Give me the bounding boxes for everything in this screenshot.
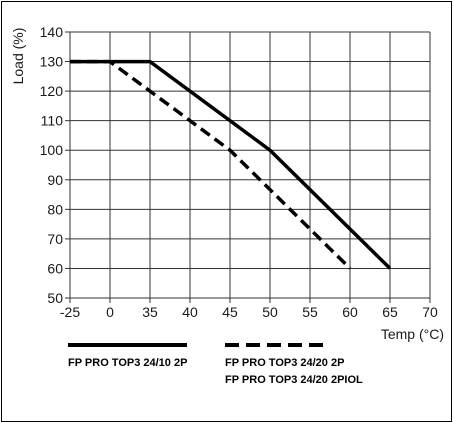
- legend-label-dashed-1: FP PRO TOP3 24/20 2P: [225, 357, 344, 369]
- axes: -25 0 35 40 45 50 55 60 65 70 50 60 70 80 90 100 110 120 1…: [40, 24, 438, 320]
- legend-label-solid: FP PRO TOP3 24/10 2P: [68, 357, 187, 369]
- legend-label-dashed-2: FP PRO TOP3 24/20 2PIOL: [225, 374, 363, 386]
- y-tick-label: 80: [47, 201, 63, 217]
- y-tick-label: 90: [47, 172, 63, 188]
- x-tick-label: 70: [422, 304, 438, 320]
- y-axis-title: Load (%): [10, 28, 26, 85]
- x-tick-label: 0: [106, 304, 114, 320]
- series-line-2: [70, 59, 352, 270]
- y-tick-label: 140: [40, 24, 64, 40]
- x-tick-label: 55: [302, 304, 318, 320]
- series: [70, 59, 392, 270]
- x-tick-label: 35: [142, 304, 158, 320]
- legend: FP PRO TOP3 24/10 2P FP PRO TOP3 24/20 2…: [68, 343, 363, 386]
- x-tick-label: 65: [382, 304, 398, 320]
- x-tick-label: 50: [262, 304, 278, 320]
- x-tick-label: -25: [60, 304, 80, 320]
- x-tick-label: 45: [222, 304, 238, 320]
- y-tick-label: 130: [40, 54, 64, 70]
- y-tick-label: 50: [47, 290, 63, 306]
- grid: [69, 31, 431, 299]
- x-axis-title: Temp (°C): [381, 326, 444, 342]
- y-tick-label: 120: [40, 83, 64, 99]
- x-tick-label: 60: [342, 304, 358, 320]
- y-tick-label: 70: [47, 231, 63, 247]
- y-tick-label: 60: [47, 260, 63, 276]
- y-tick-label: 110: [41, 113, 64, 129]
- y-tick-label: 100: [40, 142, 64, 158]
- x-tick-label: 40: [182, 304, 198, 320]
